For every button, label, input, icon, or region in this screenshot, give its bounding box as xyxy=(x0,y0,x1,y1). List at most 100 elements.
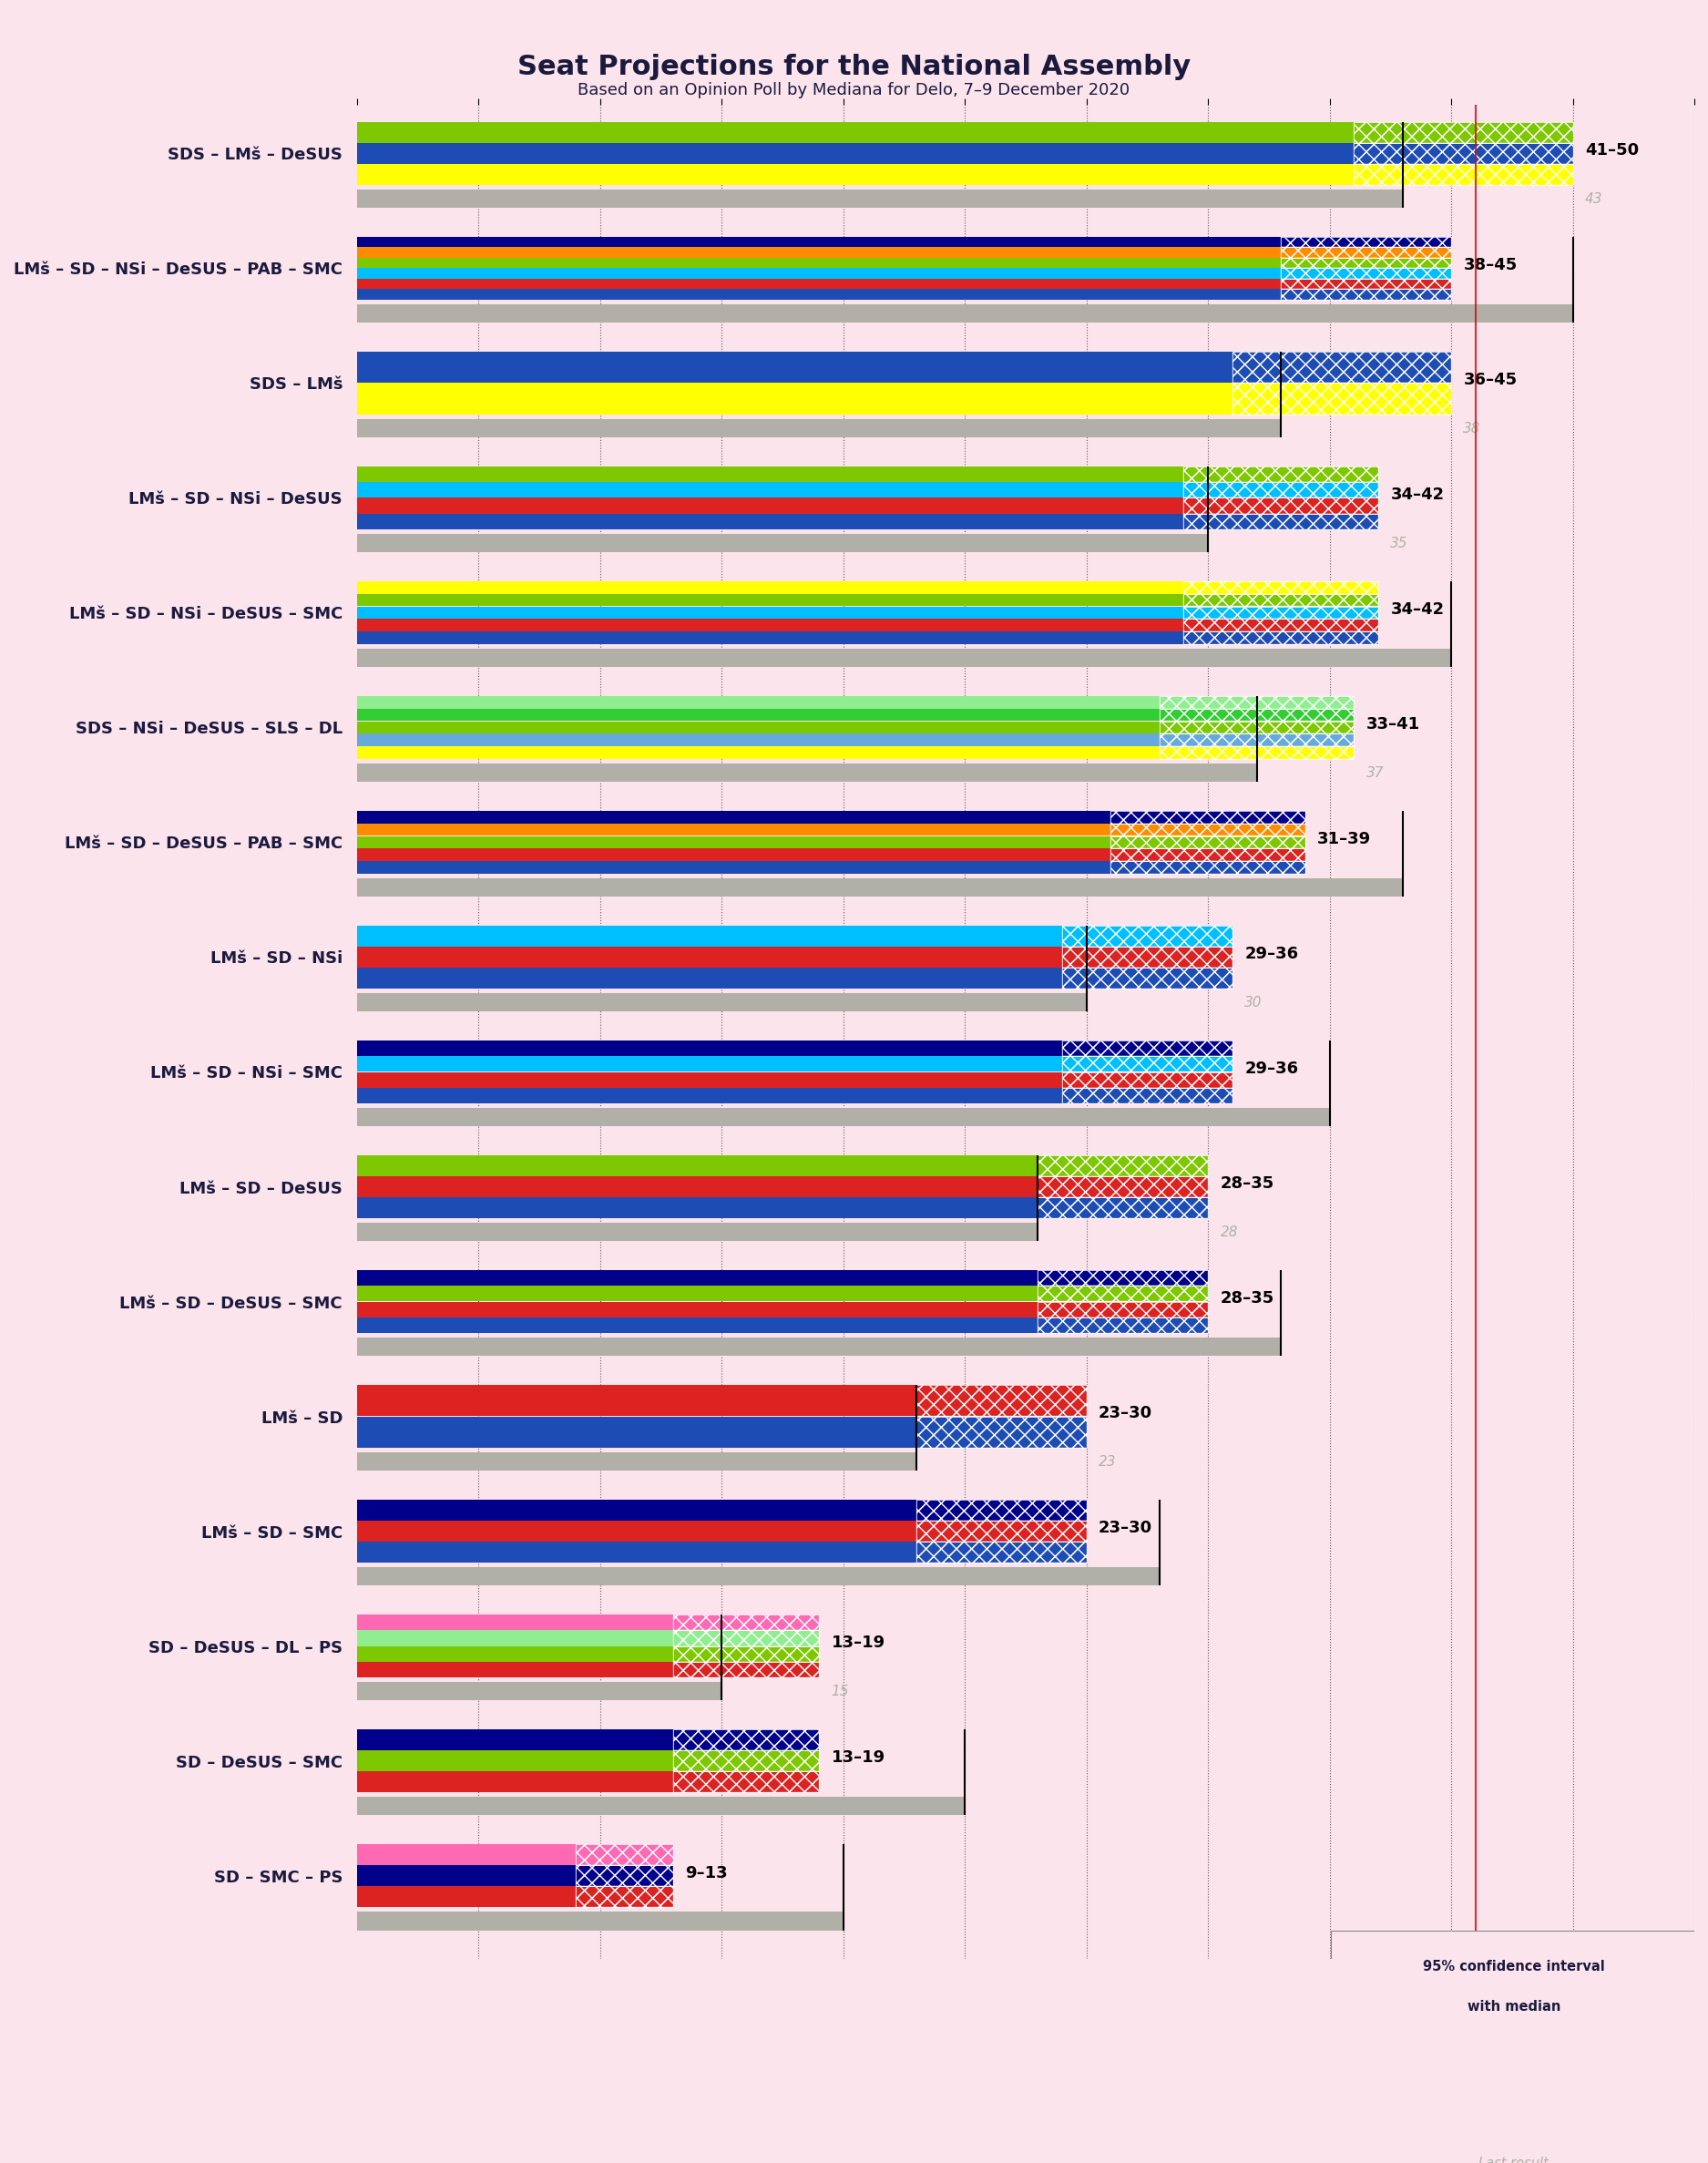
Bar xyxy=(1281,290,1452,301)
Bar xyxy=(357,1568,1160,1585)
Text: 38–45: 38–45 xyxy=(1464,257,1517,273)
Bar xyxy=(357,1771,673,1793)
Text: 33: 33 xyxy=(1098,1570,1117,1583)
Bar xyxy=(357,1646,673,1661)
Bar xyxy=(1184,593,1378,606)
Bar xyxy=(1038,1177,1208,1196)
Text: with median: with median xyxy=(1467,2001,1561,2014)
Bar xyxy=(576,1845,673,1865)
Bar xyxy=(1281,268,1452,279)
Bar xyxy=(1354,164,1573,184)
Bar xyxy=(357,383,1233,415)
Bar xyxy=(357,1730,673,1750)
Bar xyxy=(1110,811,1305,824)
Bar xyxy=(1038,1285,1208,1302)
Bar xyxy=(357,1845,576,1865)
Bar xyxy=(915,1417,1086,1447)
Bar xyxy=(357,1107,1329,1127)
Bar xyxy=(357,733,1160,746)
Bar xyxy=(1160,709,1354,720)
Bar xyxy=(357,534,1208,552)
Text: 43: 43 xyxy=(1317,880,1336,895)
Bar xyxy=(1038,1270,1208,1285)
Bar xyxy=(357,947,1062,967)
Text: 31–39: 31–39 xyxy=(1317,831,1372,848)
Bar xyxy=(357,467,1184,482)
Bar xyxy=(1184,513,1378,530)
Bar xyxy=(357,1222,1038,1242)
Bar xyxy=(1038,1198,1208,1218)
Bar xyxy=(1160,720,1354,733)
Bar xyxy=(357,811,1110,824)
Bar xyxy=(1184,467,1378,482)
Bar xyxy=(1062,926,1233,947)
Bar xyxy=(673,1631,820,1646)
Bar xyxy=(1281,279,1452,290)
Bar xyxy=(1110,848,1305,861)
Bar xyxy=(1184,593,1378,606)
Bar xyxy=(915,1384,1086,1417)
Bar xyxy=(357,482,1184,497)
Bar xyxy=(1062,1073,1233,1088)
Bar xyxy=(357,513,1184,530)
Bar xyxy=(1160,696,1354,709)
Bar xyxy=(1281,236,1452,247)
Bar xyxy=(1184,632,1378,645)
Bar xyxy=(1281,268,1452,279)
Bar xyxy=(1184,632,1378,645)
Bar xyxy=(1038,1317,1208,1332)
Bar xyxy=(915,1499,1086,1521)
Bar xyxy=(1184,467,1378,482)
Bar xyxy=(1184,482,1378,497)
Bar xyxy=(576,1886,673,1908)
Text: 29–36: 29–36 xyxy=(1245,1060,1298,1077)
Bar xyxy=(1184,606,1378,619)
Bar xyxy=(357,837,1110,848)
Bar xyxy=(357,1661,673,1678)
Bar xyxy=(1160,733,1354,746)
Bar xyxy=(1184,632,1378,645)
Text: Based on an Opinion Poll by Mediana for Delo, 7–9 December 2020: Based on an Opinion Poll by Mediana for … xyxy=(577,82,1131,99)
Text: 30: 30 xyxy=(1245,995,1262,1010)
Bar xyxy=(1062,1088,1233,1103)
Text: 50: 50 xyxy=(1464,307,1481,320)
Bar xyxy=(357,993,1086,1012)
Bar xyxy=(1354,121,1573,143)
Bar xyxy=(915,1499,1086,1521)
Text: 23–30: 23–30 xyxy=(1098,1521,1153,1536)
Bar xyxy=(673,1631,820,1646)
Bar xyxy=(915,1542,1086,1562)
Bar xyxy=(1184,467,1378,482)
Bar xyxy=(1184,497,1378,513)
Bar xyxy=(1110,824,1305,835)
Bar xyxy=(1184,497,1378,513)
Text: 34–42: 34–42 xyxy=(1390,601,1445,619)
Bar xyxy=(1281,257,1452,268)
Text: 38: 38 xyxy=(1220,1341,1238,1354)
Bar xyxy=(1110,837,1305,848)
Bar xyxy=(1038,1198,1208,1218)
Bar xyxy=(673,1631,820,1646)
Bar xyxy=(1184,582,1378,593)
Bar xyxy=(357,1912,844,1929)
Bar xyxy=(1184,619,1378,632)
Bar xyxy=(1062,947,1233,967)
Text: Last result: Last result xyxy=(1479,2157,1549,2163)
Bar xyxy=(357,1865,576,1886)
Bar xyxy=(357,1302,1038,1317)
Bar xyxy=(1062,1056,1233,1073)
Bar xyxy=(357,1040,1062,1056)
Bar xyxy=(1110,837,1305,848)
Text: 40: 40 xyxy=(1245,1110,1262,1125)
Bar xyxy=(357,1542,915,1562)
Bar xyxy=(576,1845,673,1865)
Bar xyxy=(1110,837,1305,848)
Bar xyxy=(1617,2061,1688,2087)
Bar xyxy=(1354,121,1573,143)
Bar xyxy=(1038,1317,1208,1332)
Bar xyxy=(357,257,1281,268)
Bar xyxy=(1184,619,1378,632)
Bar xyxy=(1233,383,1452,415)
Bar xyxy=(1354,143,1573,164)
Bar xyxy=(1110,861,1305,874)
